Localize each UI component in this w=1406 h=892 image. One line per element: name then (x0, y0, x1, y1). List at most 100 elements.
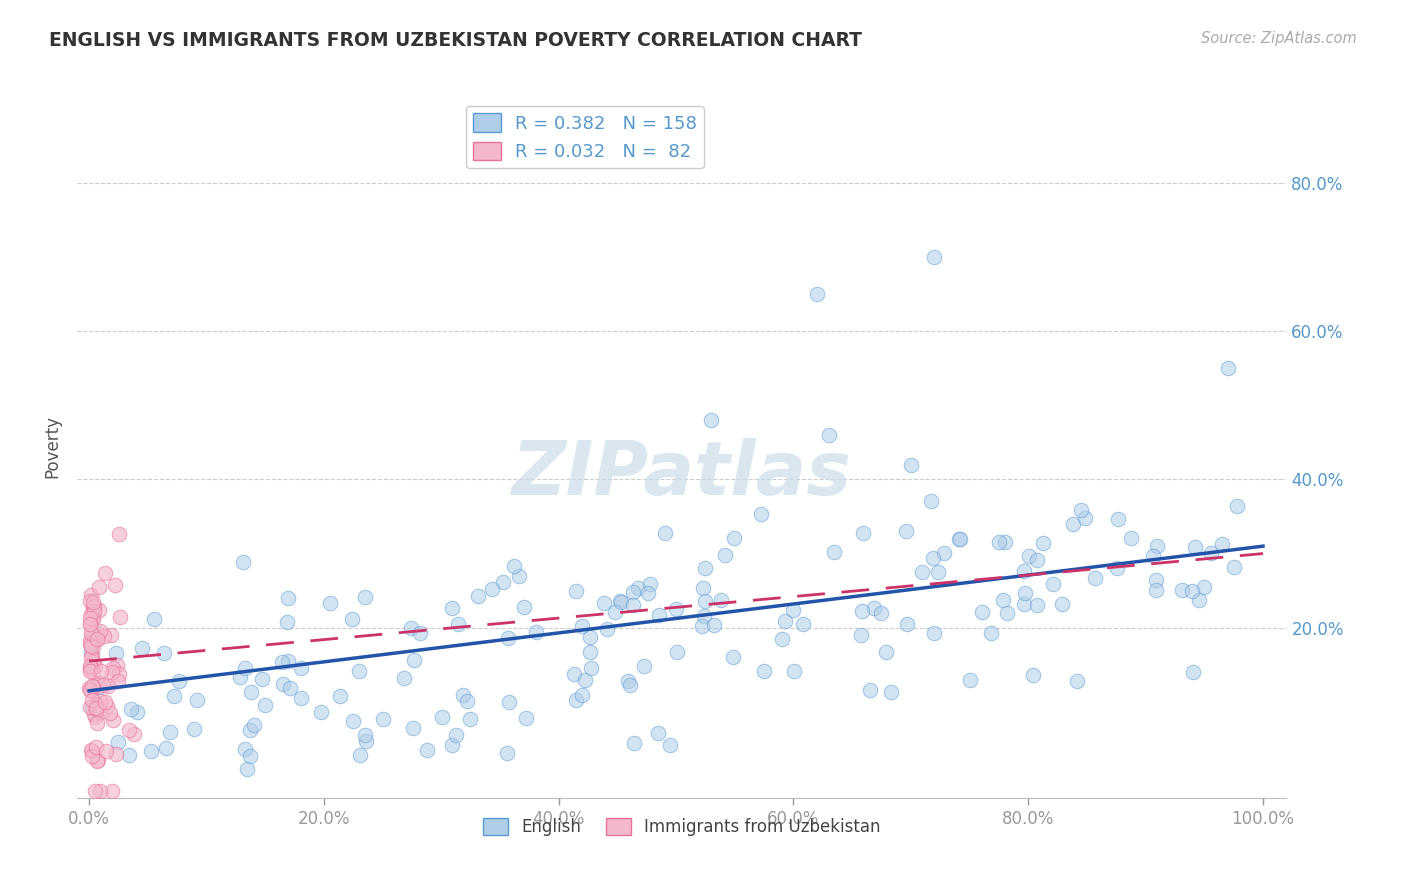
Point (80, 648, 103, 663)
Point (329, 689, 352, 703)
Point (402, 721, 425, 735)
Point (592, 596, 614, 610)
Point (515, 711, 537, 725)
Point (84, 698, 107, 712)
Point (125, 706, 148, 720)
Point (90, 664, 112, 678)
Point (159, 724, 181, 739)
Point (440, 600, 463, 615)
Point (579, 661, 602, 675)
Point (82, 744, 104, 758)
Point (235, 742, 257, 756)
Point (792, 617, 814, 632)
Point (79, 661, 101, 675)
Point (637, 586, 659, 600)
Point (79, 617, 101, 632)
Point (922, 551, 945, 566)
Point (80, 626, 103, 640)
Point (481, 582, 503, 596)
Point (513, 600, 536, 615)
Point (342, 714, 364, 728)
Point (806, 287, 828, 301)
Point (571, 619, 593, 633)
Point (1211, 537, 1233, 551)
Point (1026, 552, 1049, 566)
Point (1084, 571, 1107, 585)
Point (1184, 540, 1206, 554)
Point (79, 665, 101, 679)
Point (1074, 510, 1097, 524)
Point (430, 710, 453, 724)
Point (1014, 585, 1036, 599)
Point (911, 566, 934, 580)
Point (666, 645, 689, 659)
Point (647, 726, 669, 740)
Point (927, 565, 949, 579)
Point (82, 665, 104, 680)
Point (152, 646, 174, 660)
Point (240, 685, 263, 699)
Point (96, 699, 118, 714)
Point (638, 577, 661, 591)
Point (609, 594, 631, 608)
Point (619, 678, 641, 692)
Point (627, 582, 650, 596)
Point (232, 556, 254, 570)
Point (1142, 549, 1164, 563)
Point (108, 527, 131, 541)
Text: ENGLISH VS IMMIGRANTS FROM UZBEKISTAN POVERTY CORRELATION CHART: ENGLISH VS IMMIGRANTS FROM UZBEKISTAN PO… (49, 31, 862, 50)
Point (105, 747, 128, 761)
Point (994, 535, 1017, 549)
Point (354, 590, 377, 604)
Point (456, 694, 478, 708)
Point (83, 599, 105, 613)
Point (108, 667, 131, 681)
Point (870, 606, 893, 620)
Point (574, 673, 596, 687)
Point (131, 640, 153, 655)
Point (1216, 361, 1239, 376)
Point (167, 673, 190, 688)
Point (980, 625, 1002, 640)
Point (416, 743, 439, 757)
Point (89, 784, 111, 798)
Point (859, 682, 882, 697)
Point (693, 594, 716, 608)
Point (80, 607, 103, 622)
Point (991, 592, 1014, 607)
Point (1070, 502, 1092, 516)
Point (1119, 531, 1142, 545)
Point (80, 639, 103, 653)
Point (79, 593, 101, 607)
Point (108, 610, 131, 624)
Point (183, 722, 205, 736)
Point (987, 534, 1010, 549)
Point (86, 629, 108, 643)
Point (80, 682, 103, 697)
Point (87, 753, 110, 767)
Point (107, 735, 129, 749)
Point (823, 545, 845, 559)
Point (713, 549, 735, 563)
Point (77, 681, 100, 696)
Point (86, 716, 108, 731)
Point (948, 532, 970, 546)
Point (1050, 597, 1073, 611)
Point (97, 679, 120, 693)
Point (700, 413, 723, 427)
Point (79, 658, 101, 673)
Point (851, 604, 873, 618)
Point (1062, 517, 1084, 532)
Point (101, 665, 124, 679)
Point (94, 695, 117, 709)
Point (392, 671, 415, 685)
Point (446, 728, 468, 742)
Point (83, 629, 105, 643)
Point (349, 664, 371, 678)
Point (79, 683, 101, 698)
Point (83, 706, 105, 721)
Point (924, 250, 946, 264)
Point (93, 629, 115, 643)
Point (621, 585, 644, 599)
Point (721, 649, 744, 664)
